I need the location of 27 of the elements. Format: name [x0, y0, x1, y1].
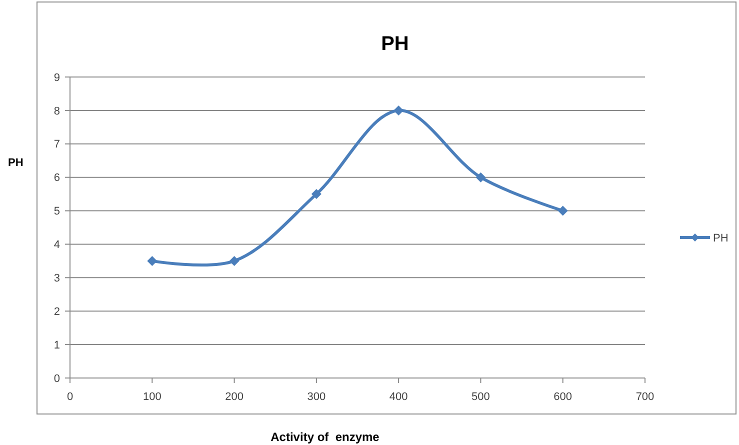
x-tick-label: 300 [307, 391, 326, 403]
x-tick-label: 0 [66, 391, 74, 403]
y-tick-label: 8 [54, 105, 60, 118]
y-tick-label: 9 [54, 72, 60, 84]
y-tick-label: 5 [54, 206, 60, 218]
chart-title: PH [381, 33, 409, 55]
y-axis-title: PH [8, 157, 24, 169]
y-tick-label: 3 [54, 272, 60, 285]
y-tick-label: 1 [54, 339, 60, 352]
x-tick-label: 400 [389, 391, 408, 403]
point [558, 206, 568, 216]
point [311, 189, 322, 200]
point [476, 172, 486, 182]
y-tick-label: 0 [54, 372, 60, 385]
x-tick-label: 200 [225, 391, 244, 403]
x-axis-title: Activity of enzyme [270, 430, 380, 444]
y-tick-label: 2 [54, 306, 60, 318]
point [147, 256, 158, 266]
point [229, 256, 240, 266]
x-tick-label: 700 [636, 391, 654, 403]
x-tick-label: 500 [472, 391, 490, 403]
y-tick-label: 7 [54, 138, 60, 151]
legend-label: PH [713, 232, 728, 244]
y-tick-label: 4 [54, 239, 60, 252]
x-tick-label: 600 [554, 391, 572, 403]
x-tick-label: 100 [142, 391, 162, 403]
y-tick-label: 6 [54, 172, 60, 184]
